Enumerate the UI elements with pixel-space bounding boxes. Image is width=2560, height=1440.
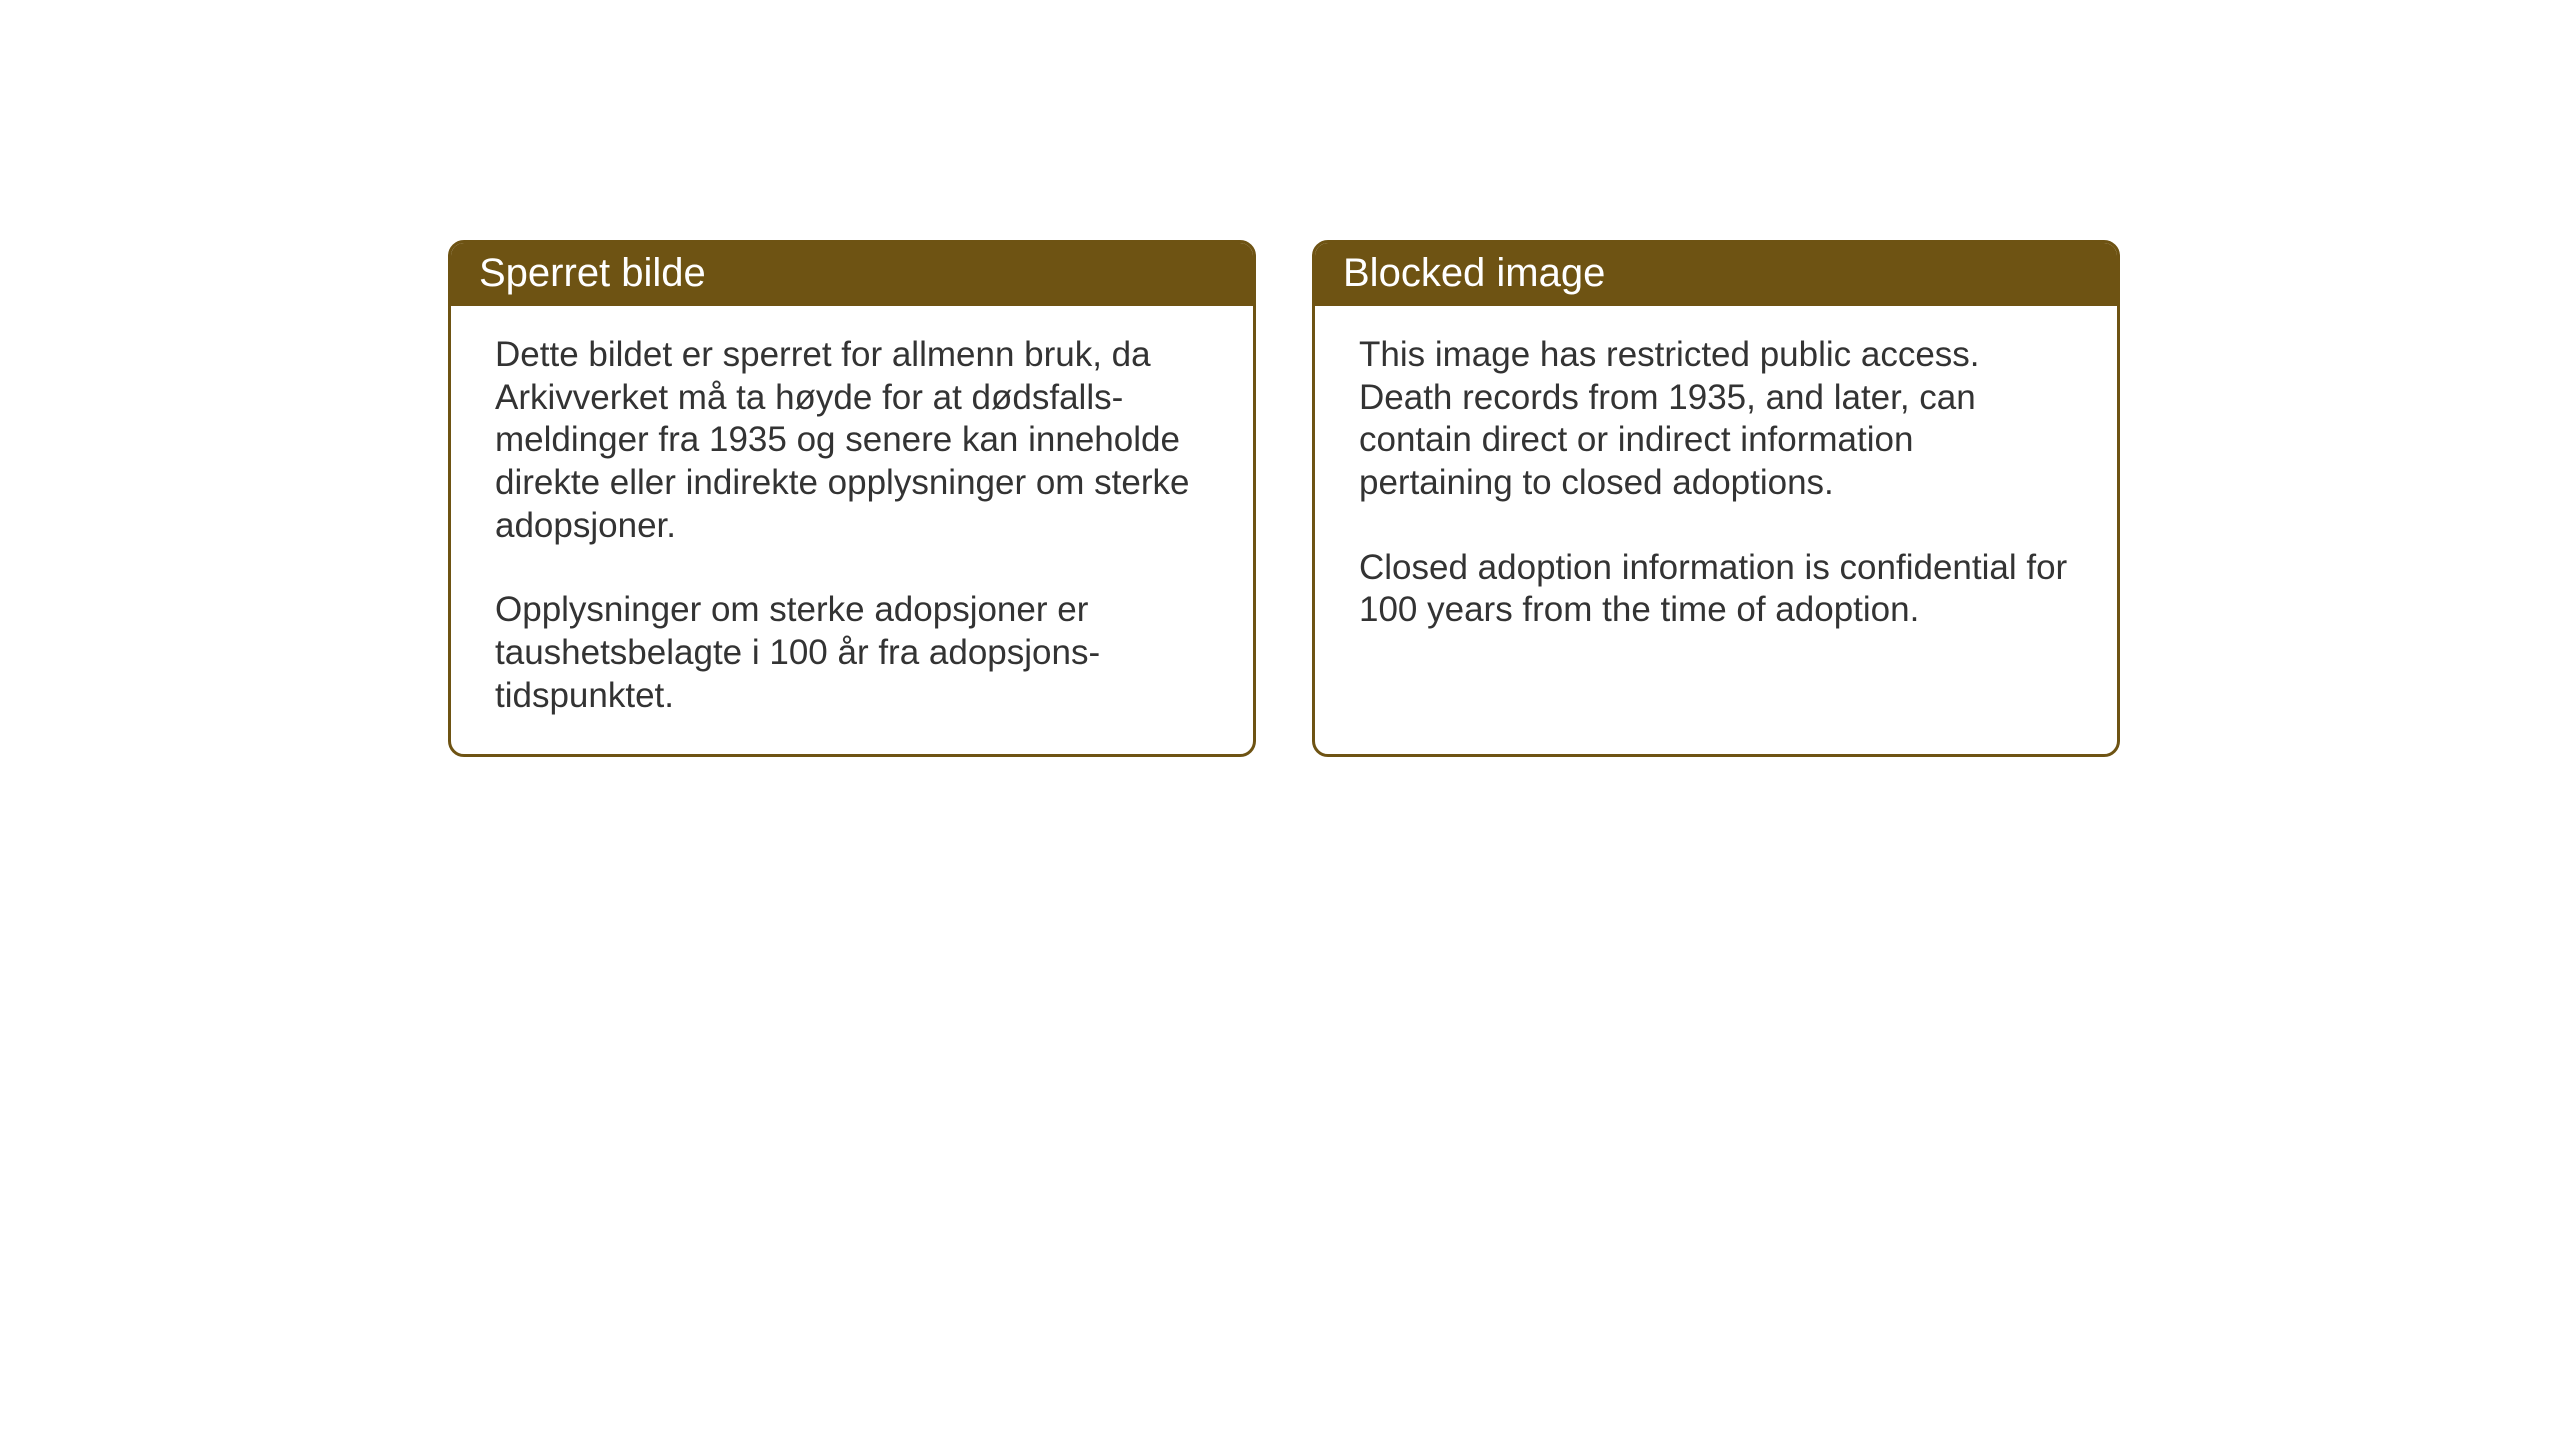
notice-body-english: This image has restricted public access.…	[1315, 306, 2117, 668]
notice-body-norwegian: Dette bildet er sperret for allmenn bruk…	[451, 306, 1253, 754]
notice-paragraph-1-norwegian: Dette bildet er sperret for allmenn bruk…	[495, 334, 1209, 547]
notice-title-norwegian: Sperret bilde	[451, 243, 1253, 306]
notice-container: Sperret bilde Dette bildet er sperret fo…	[448, 240, 2120, 757]
notice-card-english: Blocked image This image has restricted …	[1312, 240, 2120, 757]
notice-paragraph-1-english: This image has restricted public access.…	[1359, 334, 2073, 505]
notice-paragraph-2-norwegian: Opplysninger om sterke adopsjoner er tau…	[495, 589, 1209, 717]
notice-paragraph-2-english: Closed adoption information is confident…	[1359, 547, 2073, 632]
notice-title-english: Blocked image	[1315, 243, 2117, 306]
notice-card-norwegian: Sperret bilde Dette bildet er sperret fo…	[448, 240, 1256, 757]
